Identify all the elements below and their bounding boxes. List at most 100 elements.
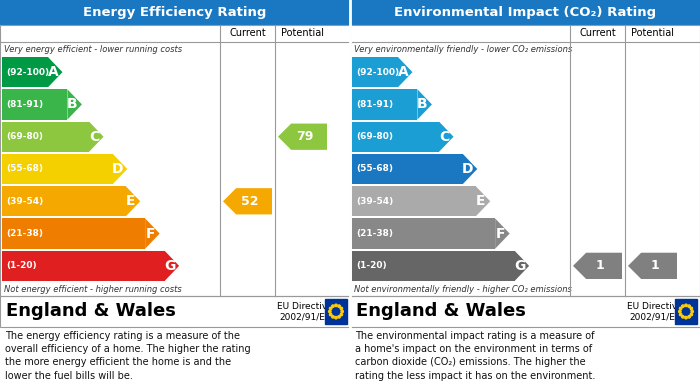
Text: The energy efficiency rating is a measure of the
overall efficiency of a home. T: The energy efficiency rating is a measur… bbox=[5, 331, 251, 380]
Text: Very environmentally friendly - lower CO₂ emissions: Very environmentally friendly - lower CO… bbox=[354, 45, 573, 54]
Circle shape bbox=[340, 307, 342, 310]
Bar bbox=[2, 186, 126, 217]
Circle shape bbox=[332, 305, 334, 307]
Polygon shape bbox=[67, 89, 82, 120]
Text: D: D bbox=[462, 162, 474, 176]
Bar bbox=[352, 251, 514, 281]
Bar bbox=[2, 251, 164, 281]
Text: Very energy efficient - lower running costs: Very energy efficient - lower running co… bbox=[4, 45, 182, 54]
Polygon shape bbox=[439, 122, 454, 152]
Bar bbox=[352, 122, 439, 152]
Text: F: F bbox=[496, 226, 505, 240]
Bar bbox=[352, 219, 495, 249]
Polygon shape bbox=[495, 219, 510, 249]
Bar bbox=[0, 25, 350, 296]
Text: EU Directive: EU Directive bbox=[277, 302, 333, 311]
Polygon shape bbox=[145, 219, 160, 249]
Text: EU Directive: EU Directive bbox=[627, 302, 683, 311]
Circle shape bbox=[685, 304, 687, 307]
Circle shape bbox=[691, 310, 694, 313]
Bar bbox=[352, 186, 476, 217]
Text: 79: 79 bbox=[296, 130, 313, 143]
Bar bbox=[0, 0, 350, 25]
Text: Current: Current bbox=[229, 29, 266, 38]
Text: (55-68): (55-68) bbox=[6, 165, 43, 174]
Bar bbox=[2, 57, 48, 87]
Text: (21-38): (21-38) bbox=[356, 229, 393, 238]
Polygon shape bbox=[463, 154, 477, 184]
Text: (92-100): (92-100) bbox=[6, 68, 49, 77]
Text: 1: 1 bbox=[650, 259, 659, 273]
Circle shape bbox=[688, 305, 690, 307]
Circle shape bbox=[340, 313, 342, 316]
Text: 2002/91/EC: 2002/91/EC bbox=[279, 312, 331, 321]
Text: Not environmentally friendly - higher CO₂ emissions: Not environmentally friendly - higher CO… bbox=[354, 285, 572, 294]
Text: England & Wales: England & Wales bbox=[6, 303, 176, 321]
Bar bbox=[325, 299, 347, 324]
Text: The environmental impact rating is a measure of
a home's impact on the environme: The environmental impact rating is a mea… bbox=[355, 331, 596, 380]
Text: C: C bbox=[439, 130, 449, 144]
Circle shape bbox=[338, 316, 340, 318]
Text: (69-80): (69-80) bbox=[6, 132, 43, 141]
Text: A: A bbox=[48, 65, 58, 79]
Circle shape bbox=[680, 307, 682, 310]
Bar bbox=[2, 219, 145, 249]
Circle shape bbox=[330, 307, 332, 310]
Text: Not energy efficient - higher running costs: Not energy efficient - higher running co… bbox=[4, 285, 182, 294]
Circle shape bbox=[341, 310, 344, 313]
Text: 1: 1 bbox=[595, 259, 604, 273]
Text: C: C bbox=[89, 130, 99, 144]
Text: (69-80): (69-80) bbox=[356, 132, 393, 141]
Polygon shape bbox=[223, 188, 272, 214]
Text: (81-91): (81-91) bbox=[356, 100, 393, 109]
Text: England & Wales: England & Wales bbox=[356, 303, 526, 321]
Bar bbox=[2, 122, 89, 152]
Bar bbox=[350, 25, 700, 296]
Text: F: F bbox=[146, 226, 155, 240]
Text: (1-20): (1-20) bbox=[356, 261, 386, 270]
Polygon shape bbox=[398, 57, 412, 87]
Bar bbox=[675, 299, 697, 324]
Text: D: D bbox=[112, 162, 124, 176]
Text: (39-54): (39-54) bbox=[6, 197, 43, 206]
Bar bbox=[352, 57, 398, 87]
Circle shape bbox=[690, 313, 692, 316]
Text: (39-54): (39-54) bbox=[356, 197, 393, 206]
Text: Potential: Potential bbox=[631, 29, 674, 38]
Text: Potential: Potential bbox=[281, 29, 324, 38]
Circle shape bbox=[685, 316, 687, 319]
Bar bbox=[350, 0, 700, 25]
Circle shape bbox=[328, 310, 331, 313]
Circle shape bbox=[335, 304, 337, 307]
Bar bbox=[352, 89, 417, 120]
Circle shape bbox=[680, 313, 682, 316]
Text: (55-68): (55-68) bbox=[356, 165, 393, 174]
Polygon shape bbox=[164, 251, 179, 281]
Bar bbox=[2, 154, 113, 184]
Text: E: E bbox=[476, 194, 486, 208]
Circle shape bbox=[688, 316, 690, 318]
Bar bbox=[350, 296, 700, 327]
Text: A: A bbox=[398, 65, 408, 79]
Polygon shape bbox=[126, 186, 140, 217]
Text: (1-20): (1-20) bbox=[6, 261, 36, 270]
Text: 52: 52 bbox=[241, 195, 258, 208]
Text: Current: Current bbox=[579, 29, 616, 38]
Text: B: B bbox=[67, 97, 78, 111]
Polygon shape bbox=[48, 57, 62, 87]
Circle shape bbox=[332, 316, 334, 318]
Text: G: G bbox=[164, 259, 176, 273]
Text: G: G bbox=[514, 259, 526, 273]
Text: (81-91): (81-91) bbox=[6, 100, 43, 109]
Text: (92-100): (92-100) bbox=[356, 68, 399, 77]
Text: B: B bbox=[417, 97, 428, 111]
Polygon shape bbox=[628, 253, 677, 279]
Bar bbox=[0, 296, 350, 327]
Bar bbox=[2, 89, 67, 120]
Circle shape bbox=[330, 313, 332, 316]
Polygon shape bbox=[417, 89, 432, 120]
Text: (21-38): (21-38) bbox=[6, 229, 43, 238]
Polygon shape bbox=[278, 124, 327, 150]
Polygon shape bbox=[514, 251, 529, 281]
Polygon shape bbox=[113, 154, 127, 184]
